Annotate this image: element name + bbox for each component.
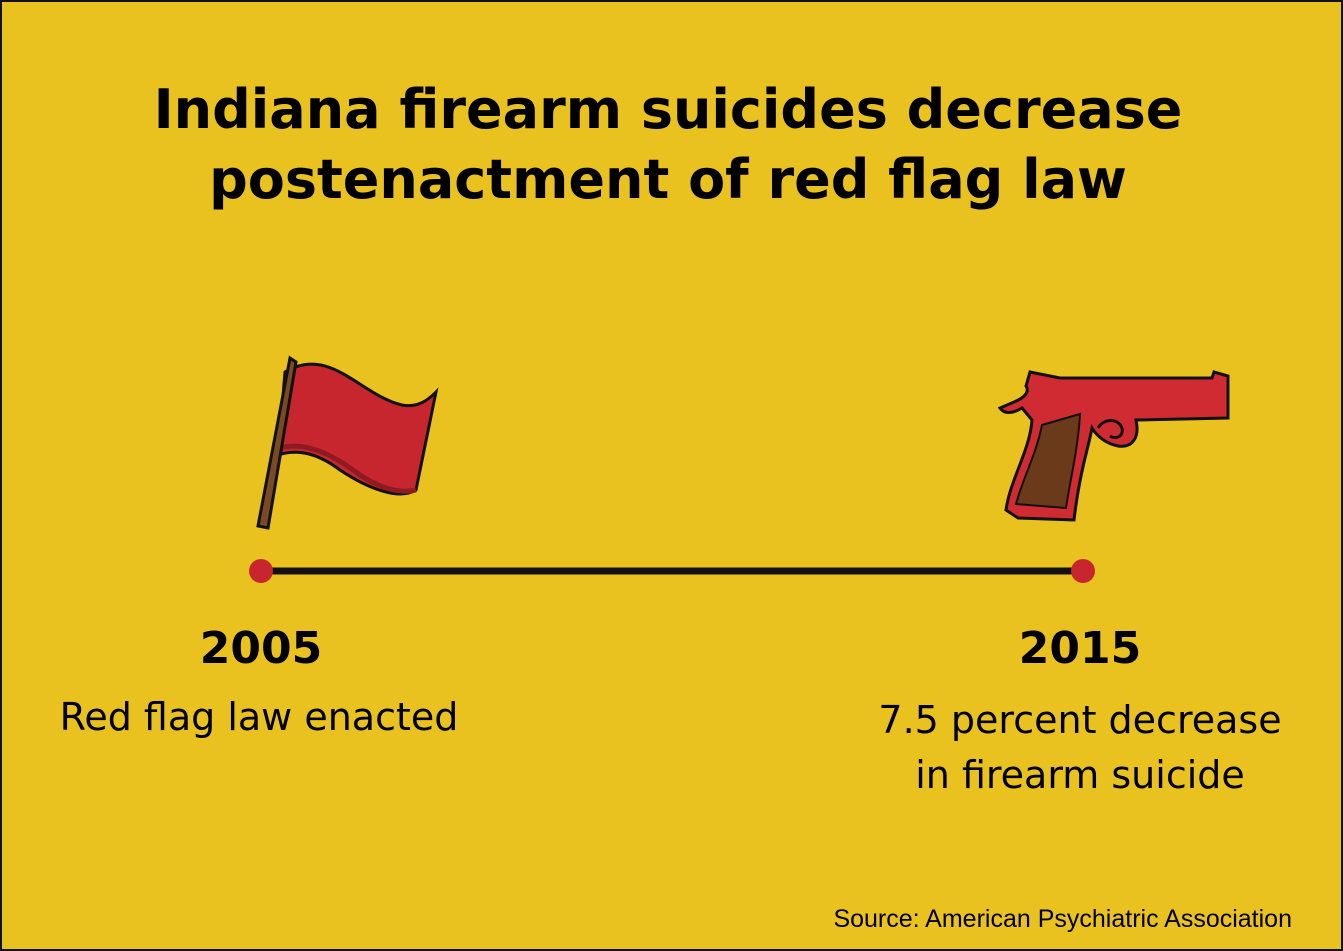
event-year: 2005 — [200, 623, 322, 674]
title-line: postenactment of red flag law — [209, 148, 1127, 211]
gun-icon — [997, 370, 1230, 522]
event-description: Red flag law enacted — [60, 695, 459, 739]
source: Source: American Psychiatric Association — [833, 905, 1292, 933]
event-description: 7.5 percent decrease — [878, 698, 1281, 742]
event-year: 2015 — [1019, 623, 1141, 674]
timeline-dot — [1071, 559, 1095, 583]
title-line: Indiana firearm suicides decrease — [154, 78, 1183, 141]
timeline-dot — [249, 559, 273, 583]
event-description: in firearm suicide — [915, 753, 1245, 797]
flag-icon — [256, 355, 439, 530]
